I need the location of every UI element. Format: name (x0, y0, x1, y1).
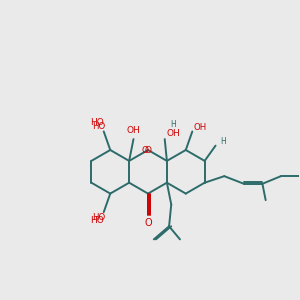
Text: H: H (171, 120, 176, 129)
Text: O: O (145, 146, 152, 154)
Text: HO: HO (92, 213, 105, 222)
Text: OH: OH (127, 126, 140, 135)
Text: O: O (144, 218, 152, 228)
Text: HO: HO (92, 122, 105, 130)
Text: H: H (220, 137, 226, 146)
Text: HO: HO (90, 216, 104, 225)
Text: OH: OH (193, 123, 207, 132)
Text: HO: HO (90, 118, 104, 127)
Text: O: O (141, 146, 148, 154)
Text: OH: OH (167, 129, 180, 138)
